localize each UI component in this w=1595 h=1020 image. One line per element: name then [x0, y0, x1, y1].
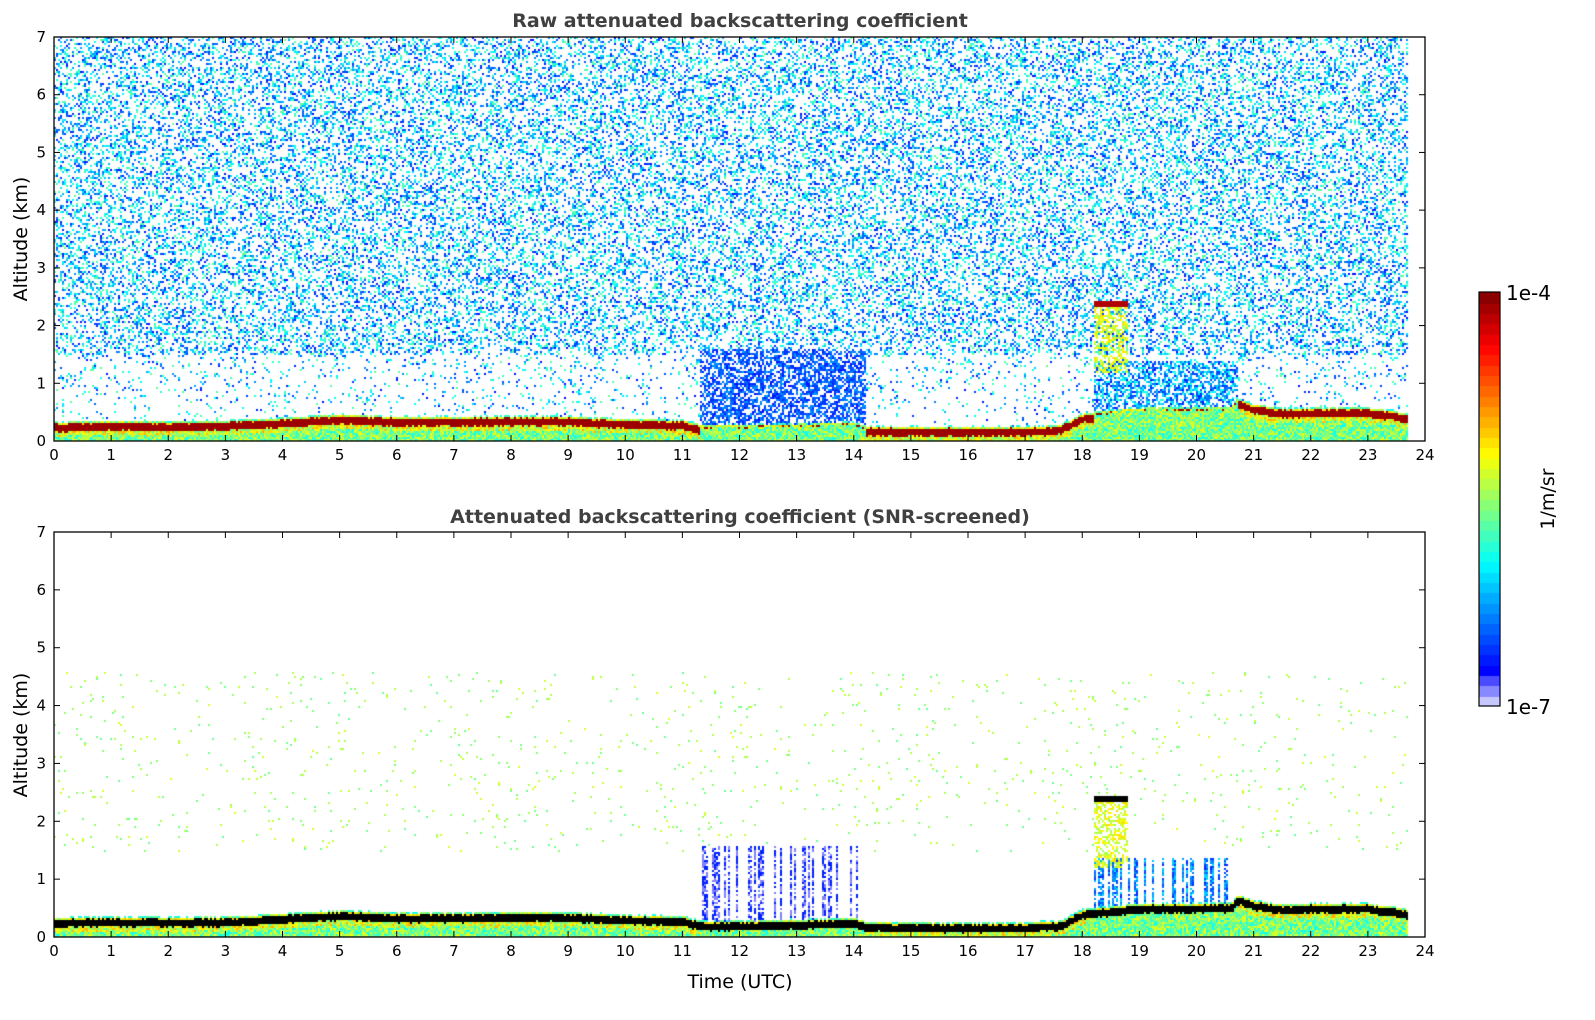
- y-tick-label: 4: [36, 201, 46, 219]
- colorbar-min-label: 1e-7: [1506, 695, 1551, 719]
- x-tick-label: 0: [49, 942, 59, 960]
- y-tick-label: 7: [36, 523, 46, 541]
- y-tick-label: 2: [36, 812, 46, 830]
- x-tick-label: 9: [563, 942, 573, 960]
- snr-screened-backscatter-heatmap: [54, 532, 1425, 937]
- x-tick-label: 1: [106, 942, 116, 960]
- x-tick-label: 20: [1187, 446, 1206, 464]
- y-tick-label: 3: [36, 259, 46, 277]
- x-tick-label: 19: [1130, 942, 1149, 960]
- x-tick-label: 12: [730, 446, 749, 464]
- bottom-y-axis-label: Altitude (km): [10, 673, 32, 798]
- x-tick-label: 11: [673, 942, 692, 960]
- x-tick-label: 18: [1073, 446, 1092, 464]
- colorbar-label: 1/m/sr: [1537, 468, 1559, 529]
- x-tick-label: 9: [563, 446, 573, 464]
- colorbar-max-label: 1e-4: [1506, 281, 1551, 305]
- plot-frame: [53, 531, 1426, 938]
- y-tick-label: 6: [36, 581, 46, 599]
- x-tick-label: 15: [901, 446, 920, 464]
- y-tick-label: 0: [36, 928, 46, 946]
- x-tick-label: 8: [506, 446, 516, 464]
- y-tick-label: 6: [36, 86, 46, 104]
- y-tick-label: 1: [36, 374, 46, 392]
- x-tick-label: 4: [278, 446, 288, 464]
- x-tick-label: 14: [844, 942, 863, 960]
- x-tick-label: 24: [1415, 446, 1434, 464]
- x-tick-label: 1: [106, 446, 116, 464]
- x-tick-label: 6: [392, 942, 402, 960]
- y-tick-label: 5: [36, 639, 46, 657]
- x-tick-label: 21: [1244, 446, 1263, 464]
- x-tick-label: 10: [616, 942, 635, 960]
- y-tick-label: 1: [36, 870, 46, 888]
- raw-backscatter-heatmap: [54, 37, 1425, 441]
- x-tick-label: 16: [958, 446, 977, 464]
- x-tick-label: 5: [335, 942, 345, 960]
- bottom-plot-title: Attenuated backscattering coefficient (S…: [450, 506, 1030, 528]
- x-tick-label: 11: [673, 446, 692, 464]
- x-tick-label: 19: [1130, 446, 1149, 464]
- x-tick-label: 22: [1301, 942, 1320, 960]
- x-tick-label: 16: [958, 942, 977, 960]
- y-tick-label: 0: [36, 432, 46, 450]
- x-tick-label: 18: [1073, 942, 1092, 960]
- x-tick-label: 2: [163, 942, 173, 960]
- x-tick-label: 23: [1358, 942, 1377, 960]
- x-tick-label: 3: [221, 942, 231, 960]
- x-tick-label: 6: [392, 446, 402, 464]
- x-tick-label: 15: [901, 942, 920, 960]
- y-tick-label: 4: [36, 697, 46, 715]
- x-tick-label: 13: [787, 942, 806, 960]
- y-tick-label: 5: [36, 143, 46, 161]
- top-y-axis-label: Altitude (km): [10, 177, 32, 302]
- x-tick-label: 3: [221, 446, 231, 464]
- x-tick-label: 8: [506, 942, 516, 960]
- x-tick-label: 4: [278, 942, 288, 960]
- x-tick-label: 5: [335, 446, 345, 464]
- plot-frame: [53, 36, 1426, 442]
- x-tick-label: 0: [49, 446, 59, 464]
- y-tick-label: 3: [36, 754, 46, 772]
- x-tick-label: 12: [730, 942, 749, 960]
- y-tick-label: 7: [36, 28, 46, 46]
- top-plot-title: Raw attenuated backscattering coefficien…: [512, 10, 968, 32]
- x-tick-label: 17: [1016, 942, 1035, 960]
- x-tick-label: 14: [844, 446, 863, 464]
- x-tick-label: 13: [787, 446, 806, 464]
- x-tick-label: 2: [163, 446, 173, 464]
- x-tick-label: 21: [1244, 942, 1263, 960]
- x-tick-label: 7: [449, 942, 459, 960]
- x-tick-label: 23: [1358, 446, 1377, 464]
- colorbar-frame: [1478, 291, 1501, 707]
- x-tick-label: 22: [1301, 446, 1320, 464]
- x-tick-label: 24: [1415, 942, 1434, 960]
- x-tick-label: 17: [1016, 446, 1035, 464]
- colorbar: [1479, 292, 1500, 706]
- x-tick-label: 10: [616, 446, 635, 464]
- x-axis-label: Time (UTC): [686, 971, 792, 993]
- x-tick-label: 20: [1187, 942, 1206, 960]
- y-tick-label: 2: [36, 317, 46, 335]
- x-tick-label: 7: [449, 446, 459, 464]
